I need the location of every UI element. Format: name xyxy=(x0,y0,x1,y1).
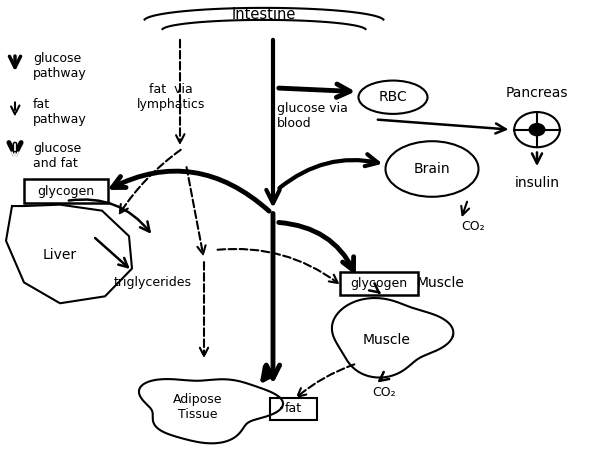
Text: CO₂: CO₂ xyxy=(372,386,395,399)
Text: fat: fat xyxy=(285,402,302,415)
Text: Liver: Liver xyxy=(43,248,77,262)
Text: Muscle: Muscle xyxy=(416,276,464,290)
Text: fat
pathway: fat pathway xyxy=(33,98,87,126)
Text: Muscle: Muscle xyxy=(363,333,411,347)
Circle shape xyxy=(529,124,545,136)
Text: insulin: insulin xyxy=(515,176,560,190)
Text: Intestine: Intestine xyxy=(232,7,296,22)
Text: CO₂: CO₂ xyxy=(461,220,484,233)
Text: glucose
pathway: glucose pathway xyxy=(33,52,87,80)
Text: glucose
and fat: glucose and fat xyxy=(33,143,81,170)
Text: Adipose
Tissue: Adipose Tissue xyxy=(173,394,223,421)
Text: RBC: RBC xyxy=(379,90,407,104)
Text: glucose via
blood: glucose via blood xyxy=(277,102,348,130)
Text: Brain: Brain xyxy=(413,162,451,176)
Text: Pancreas: Pancreas xyxy=(506,87,568,100)
Text: glycogen: glycogen xyxy=(350,277,408,290)
Text: glycogen: glycogen xyxy=(37,185,95,198)
Text: triglycerides: triglycerides xyxy=(114,276,192,289)
Text: fat  via
lymphatics: fat via lymphatics xyxy=(137,83,205,111)
